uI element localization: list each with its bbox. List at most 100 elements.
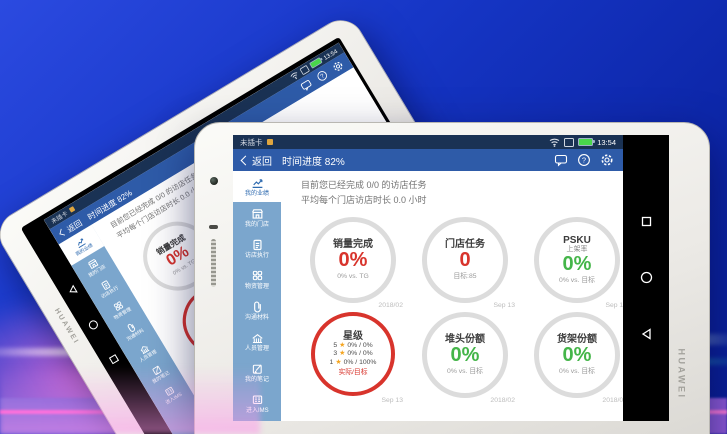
gauge-circle[interactable]: 销量完成 0% 0% vs. TG	[310, 217, 396, 303]
sim-warning-icon	[68, 206, 76, 213]
gauge-title: 堆头份额	[445, 334, 485, 345]
gauge-date: Sep 13	[493, 302, 515, 309]
gauge-circle[interactable]: 货架份额 0% 0% vs. 目标	[534, 312, 620, 398]
chart-icon	[77, 238, 86, 249]
gauge-subtext: 0% vs. TG	[337, 273, 369, 280]
star-icon: ★	[335, 358, 342, 366]
sidebar-item-label: 进入IMS	[245, 407, 269, 414]
app-header: 返回 时间进度 82% ?	[49, 52, 354, 245]
gauge-title: 门店任务	[445, 239, 485, 250]
back-triangle-icon[interactable]	[641, 328, 652, 340]
star-level: 5	[333, 341, 338, 349]
android-nav-bar	[623, 135, 669, 421]
intro-line-2: 平均每个门店访店时长 0.0 小时	[301, 195, 427, 205]
recents-square-icon[interactable]	[108, 353, 120, 365]
bank-icon	[251, 333, 263, 344]
home-circle-icon[interactable]	[640, 271, 653, 284]
app-header: 返回 时间进度 82% ?	[233, 149, 623, 171]
star-row-5: 5 ★ 0% / 0%	[333, 342, 372, 351]
back-label: 返回	[252, 156, 272, 168]
sensor-icon	[209, 225, 218, 229]
sidebar-item-label: 我的笔记	[245, 376, 269, 383]
help-icon[interactable]: ?	[577, 153, 591, 167]
gauge-title: PSKU	[563, 235, 591, 246]
gauge-value: 0%	[450, 344, 480, 366]
sidebar-item-comm-materials[interactable]: 沟通材料	[233, 295, 281, 326]
sidebar-item-label: 沟通材料	[245, 314, 269, 321]
sidebar-item-ims[interactable]: 进入IMS	[233, 388, 281, 419]
chevron-left-icon	[240, 155, 251, 165]
store-icon	[88, 259, 99, 270]
home-circle-icon[interactable]	[86, 318, 100, 332]
store-icon	[251, 209, 263, 219]
star-row-3: 3 ★ 0% / 0%	[333, 350, 372, 359]
battery-icon	[578, 137, 595, 147]
gauge-circle[interactable]: PSKU 上架率 0% 0% vs. 目标	[534, 217, 620, 303]
sidebar-item-label: 我的业绩	[245, 190, 269, 197]
gauge-circle[interactable]: 堆头份额 0% 0% vs. 目标	[422, 312, 508, 398]
gauge-value: 0%	[562, 253, 592, 275]
gauge-star-rating: 星级 5 ★ 0% / 0% 3 ★ 0% / 0%	[301, 312, 405, 404]
sidebar-item-performance[interactable]: 我的业绩	[58, 224, 105, 266]
sidebar-item-label: 人员管理	[245, 345, 269, 352]
gauge-value: 0%	[562, 344, 592, 366]
sidebar-item-label: 访店执行	[245, 252, 269, 259]
recents-square-icon[interactable]	[641, 216, 652, 227]
star-value: 0% / 0%	[347, 350, 373, 358]
pen-icon	[252, 364, 262, 374]
sidebar-item-label: 我的门店	[245, 221, 269, 228]
sidebar-item-materials-mgmt[interactable]: 物资管理	[233, 264, 281, 295]
mobile-data-icon	[564, 137, 575, 147]
gauge-circle[interactable]: 星级 5 ★ 0% / 0% 3 ★ 0% / 0%	[311, 312, 395, 396]
sidebar-item-stores[interactable]: 我的门店	[233, 202, 281, 233]
clipboard-icon	[101, 280, 110, 291]
sidebar-item-performance[interactable]: 我的业绩	[233, 171, 281, 202]
app-screen: 未插卡 13:54 返回 时间进度 82%	[233, 135, 623, 421]
gauge-shelf-share: 货架份额 0% 0% vs. 目标 2018/02	[525, 312, 623, 404]
dashboard-content: 目前您已经完成 0/0 的访店任务 平均每个门店访店时长 0.0 小时 销量完成…	[281, 171, 623, 421]
gauge-circle[interactable]: 门店任务 0 目标:85	[422, 217, 508, 303]
gauge-value: 0	[459, 249, 471, 271]
gauge-date: Sep 13	[605, 302, 623, 309]
help-icon[interactable]: ?	[315, 68, 330, 83]
star-value: 0% / 0%	[347, 341, 373, 349]
gauge-title: 销量完成	[333, 239, 373, 250]
gauge-store-tasks: 门店任务 0 目标:85 Sep 13	[413, 217, 517, 309]
sidebar-item-stores[interactable]: 我的门店	[71, 246, 117, 287]
message-bubble-icon[interactable]	[554, 153, 568, 167]
wifi-icon	[549, 138, 560, 147]
gear-icon[interactable]	[600, 153, 614, 167]
no-sim-label: 未插卡	[240, 137, 263, 147]
gauge-subtext: 0% vs. 目标	[559, 277, 595, 284]
chart-icon	[252, 179, 262, 188]
sim-warning-icon	[266, 139, 273, 145]
sidebar: 我的业绩 我的门店 访店执行	[233, 171, 281, 421]
camera-icon	[210, 177, 218, 185]
gauge-psku: PSKU 上架率 0% 0% vs. 目标 Sep 13	[525, 217, 623, 309]
gauge-title: 星级	[343, 330, 363, 342]
sidebar-item-visits[interactable]: 访店执行	[84, 267, 130, 308]
status-bar: 未插卡 13:54	[43, 42, 345, 230]
back-button[interactable]: 返回	[240, 153, 272, 168]
sidebar-item-personnel[interactable]: 人员管理	[233, 326, 281, 357]
wifi-icon	[290, 72, 298, 80]
gear-icon[interactable]	[330, 59, 345, 74]
intro-line-1: 目前您已经完成 0/0 的访店任务	[301, 180, 427, 190]
gauge-subtitle: 上架率	[566, 246, 588, 253]
front-tablet: 未插卡 13:54 返回 时间进度 82%	[194, 122, 710, 434]
sidebar-item-visits[interactable]: 访店执行	[233, 233, 281, 264]
front-tablet-screen: 未插卡 13:54 返回 时间进度 82%	[233, 135, 669, 421]
gauge-subtext: 0% vs. 目标	[559, 368, 595, 375]
gauge-subtext: 0% vs. 目标	[447, 368, 483, 375]
svg-text:?: ?	[320, 73, 327, 80]
star-icon: ★	[339, 350, 346, 358]
svg-text:?: ?	[582, 156, 586, 165]
message-bubble-icon[interactable]	[299, 78, 314, 93]
back-triangle-icon[interactable]	[66, 284, 78, 297]
sidebar-item-notes[interactable]: 我的笔记	[233, 357, 281, 388]
gauge-display-share: 堆头份额 0% 0% vs. 目标 2018/02	[413, 312, 517, 404]
star-value: 0% / 100%	[343, 358, 377, 366]
gauge-date: 2018/02	[490, 397, 515, 404]
speaker-grille	[211, 239, 216, 287]
gauge-sales-completion: 销量完成 0% 0% vs. TG 2018/02	[301, 217, 405, 309]
